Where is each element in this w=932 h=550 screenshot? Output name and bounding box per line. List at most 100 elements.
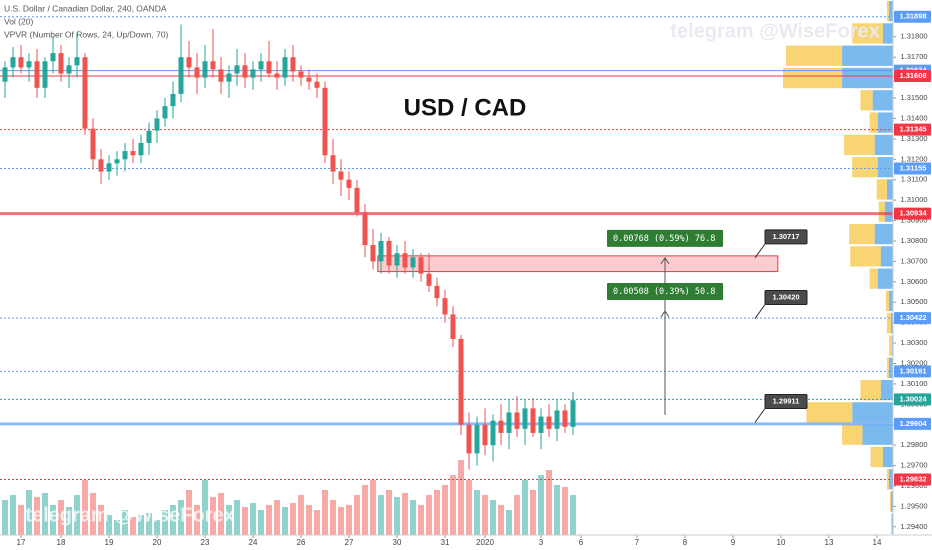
volume-bar [386,490,392,535]
y-tick-label: 1.31400 [900,113,927,122]
volume-bar [514,495,520,535]
volume-bar [546,470,552,535]
candle-body [554,410,560,429]
vpvr-down [870,446,883,468]
volume-bar [418,505,424,535]
volume-bar [378,495,384,535]
candle-body [274,73,280,78]
x-tick-label: 20 [153,538,162,547]
candle-body [202,61,208,78]
x-tick-label: 26 [297,538,306,547]
y-tick-label: 1.29700 [900,461,927,470]
volume-bar [178,500,184,535]
volume-bar [426,495,432,535]
x-tick-label: 14 [873,538,882,547]
vpvr-up [872,90,893,111]
candle-body [386,240,392,266]
candle-body [194,67,200,78]
candle-body [314,81,320,88]
candle-body [338,171,344,180]
vpvr-down [786,45,843,66]
measure-arrow [660,257,670,265]
x-tick-label: 19 [105,538,114,547]
candle-body [410,257,416,268]
volume-bar [82,480,88,535]
vpvr-down [890,513,892,534]
vpvr-down [886,1,889,22]
candle-body [130,151,136,156]
vpvr-down [878,201,885,222]
candle-body [506,412,512,433]
candle-body [362,212,368,246]
candle-body [122,151,128,160]
volume-bar [218,493,224,535]
candle-body [226,73,232,82]
volume-bar [258,510,264,535]
candle-body [538,416,544,433]
price-badge-label: 1.29904 [899,419,927,428]
volume-bar [66,507,72,535]
vpvr-up [842,45,893,66]
price-badge [894,10,931,23]
candle-body [546,416,552,429]
candle-body [146,130,152,143]
volume-bar [170,505,176,535]
y-tick-label: 1.31800 [900,32,927,41]
volume-bar [98,505,104,535]
volume-bar [410,500,416,535]
y-tick-label: 1.30900 [900,216,927,225]
candle-body [426,273,432,286]
y-tick-label: 1.29400 [900,522,927,531]
volume-bar [506,510,512,535]
volume-bar [106,515,112,535]
x-tick-label: 3 [539,538,544,547]
candle-body [26,61,32,68]
y-tick-label: 1.31100 [901,175,928,184]
candle-body [442,298,448,315]
vpvr-down [889,491,891,512]
y-tick-label: 1.31700 [900,52,927,61]
vpvr-down [869,112,878,133]
candle-body [170,93,176,107]
x-tick-label: 27 [345,538,354,547]
watermark: telegram @WiseForex [25,504,234,526]
volume-bar [146,513,152,535]
volume-bar [122,510,128,535]
vpvr-up [888,357,893,378]
vpvr-up [891,513,893,534]
candle-body [298,71,304,78]
vpvr-up [890,491,893,512]
vpvr-down [842,424,863,445]
candle-body [154,118,160,131]
y-tick-label: 1.29500 [900,501,927,510]
volume-bar [538,475,544,535]
vpvr-up [874,223,893,245]
price-badge-label: 1.29632 [899,474,926,483]
candle-body [570,400,576,427]
y-tick-label: 1.29800 [900,440,927,449]
volume-bar [90,493,96,535]
vpvr-down [886,313,891,334]
vpvr-up [886,179,893,200]
candle-body [178,57,184,94]
vpvr-down [844,134,875,156]
candle-body [530,408,536,433]
vpvr-down [888,335,892,356]
candle-body [418,257,424,274]
x-tick-label: 10 [777,538,786,547]
measure-box [607,282,723,300]
candle-body [522,408,528,429]
candle-body [330,155,336,172]
candle-body [322,87,328,156]
candle-body [498,420,504,433]
candle-body [250,69,256,78]
price-badge [894,417,931,430]
candle-body [58,53,64,74]
volume-bar [362,485,368,535]
candle-body [458,338,464,425]
vpvr-down [860,90,873,111]
vpvr-up [877,268,893,289]
volume-bar [354,495,360,535]
